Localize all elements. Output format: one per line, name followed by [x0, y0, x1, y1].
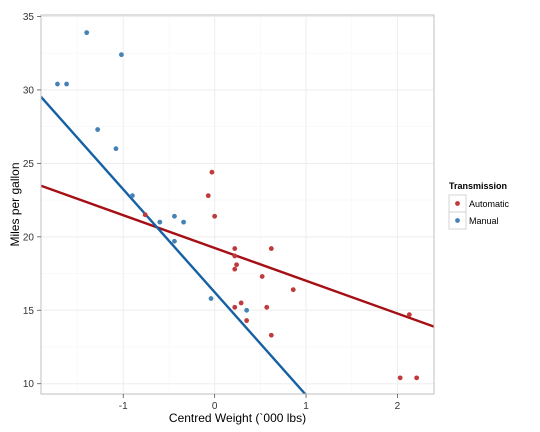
fit-lines: [41, 96, 434, 394]
point-automatic: [234, 262, 239, 268]
point-manual: [84, 30, 90, 36]
point-manual: [244, 307, 250, 313]
point-automatic: [414, 375, 420, 381]
legend-swatch: [455, 201, 460, 206]
point-automatic: [244, 318, 250, 323]
point-automatic: [205, 193, 211, 199]
legend-item-manual: Manual: [448, 211, 499, 230]
legend-swatch: [455, 218, 460, 223]
point-manual: [129, 193, 135, 199]
x-tick-label: 2: [395, 401, 401, 412]
point-manual: [55, 81, 60, 87]
grid: [41, 15, 434, 394]
legend-title: Transmission: [449, 181, 507, 191]
point-automatic: [406, 312, 412, 318]
y-tick-label: 25: [23, 159, 35, 170]
point-automatic: [232, 253, 238, 259]
point-manual: [172, 238, 177, 244]
data-points: [55, 30, 420, 381]
x-tick-label: 1: [303, 401, 309, 412]
y-axis-title: Miles per gallon: [8, 162, 22, 246]
point-automatic: [268, 332, 274, 338]
y-tick-label: 15: [23, 306, 35, 317]
fit-line-manual: [41, 96, 307, 394]
y-tick-label: 10: [23, 379, 35, 390]
legend-label: Automatic: [469, 199, 510, 209]
x-tick-label: -1: [119, 401, 128, 412]
point-automatic: [264, 304, 270, 310]
y-tick-label: 35: [23, 12, 35, 23]
point-automatic: [268, 246, 274, 251]
fit-line-automatic: [41, 184, 434, 328]
y-tick-label: 30: [23, 85, 35, 96]
y-tick-label: 20: [23, 232, 35, 243]
axes: -1 0 1 2 10 15 20 25 30 35: [23, 12, 401, 412]
point-manual: [181, 219, 186, 225]
point-automatic: [397, 375, 403, 381]
point-automatic: [238, 300, 244, 306]
point-automatic: [232, 246, 238, 251]
point-automatic: [142, 212, 148, 218]
point-automatic: [232, 304, 238, 310]
point-manual: [64, 81, 69, 87]
point-manual: [172, 213, 177, 219]
legend: Transmission Automatic Manual: [448, 181, 510, 230]
point-automatic: [209, 169, 215, 175]
point-manual: [157, 219, 163, 225]
point-automatic: [259, 274, 265, 279]
plot-panel-border: [40, 14, 435, 395]
point-automatic: [290, 287, 296, 293]
point-manual: [95, 127, 101, 132]
point-manual: [113, 146, 119, 152]
x-tick-label: 0: [212, 401, 218, 412]
point-manual: [208, 296, 214, 301]
point-manual: [119, 52, 124, 58]
point-automatic: [212, 213, 218, 219]
x-axis-title: Centred Weight (`000 lbs): [169, 411, 306, 425]
point-automatic: [232, 266, 238, 272]
legend-label: Manual: [469, 216, 499, 226]
